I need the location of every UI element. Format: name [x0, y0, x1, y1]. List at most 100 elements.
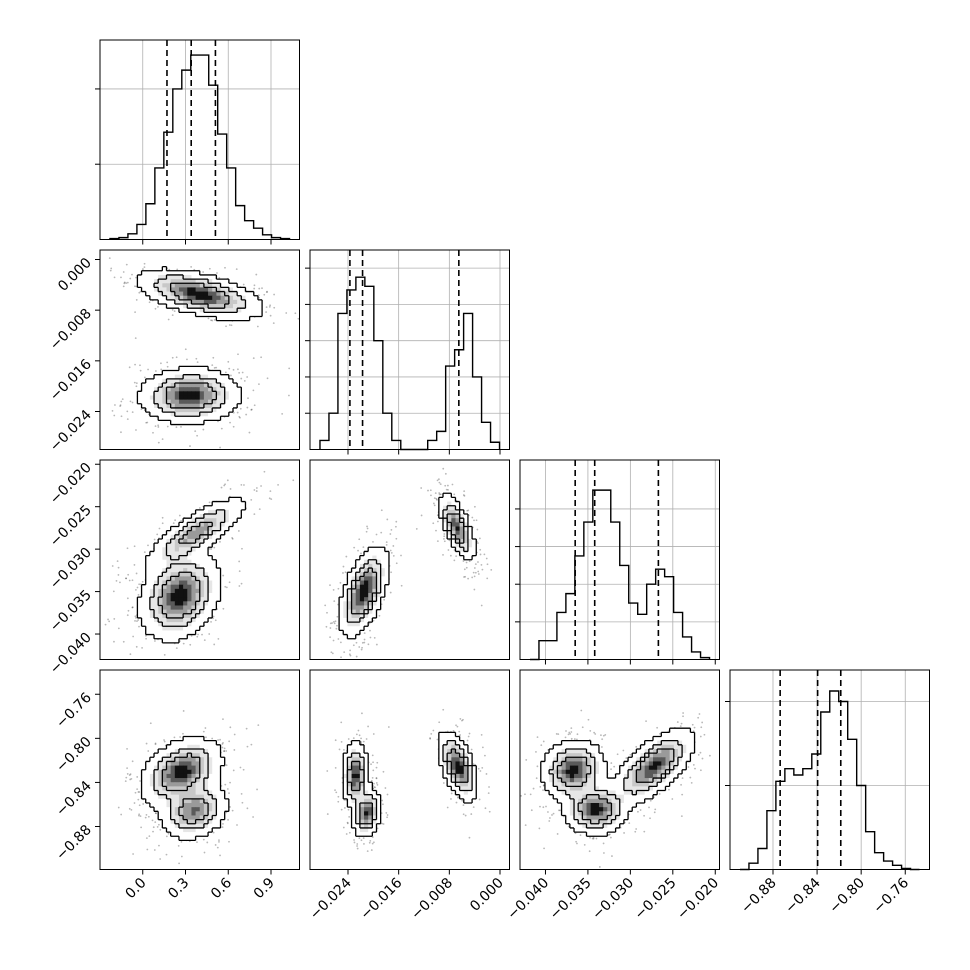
density-cell: [174, 622, 180, 627]
density-cell: [228, 509, 234, 515]
density-cell: [233, 395, 238, 401]
density-cell: [203, 559, 209, 565]
density-cell: [187, 836, 192, 841]
density-cell: [149, 555, 155, 561]
density-cell: [166, 794, 172, 800]
density-cell: [183, 811, 188, 816]
density-cell: [351, 815, 357, 821]
density-cell: [224, 798, 230, 804]
sample-point: [459, 734, 462, 736]
density-cell: [216, 308, 221, 313]
sample-point: [156, 533, 159, 536]
sample-point: [231, 537, 234, 540]
sample-point: [110, 267, 113, 270]
density-cell: [178, 782, 184, 787]
density-cell: [216, 518, 221, 523]
density-cell: [170, 815, 176, 821]
density-cell: [372, 823, 377, 829]
density-cell: [368, 576, 373, 581]
sample-point: [145, 637, 147, 640]
sample-point: [252, 389, 255, 392]
density-cell: [447, 505, 452, 511]
density-cell: [351, 580, 357, 586]
sample-point: [447, 488, 449, 491]
sample-point: [442, 782, 445, 784]
density-cell: [233, 391, 238, 396]
sample-point: [238, 415, 241, 418]
density-cell: [359, 559, 365, 565]
density-cell: [459, 509, 465, 515]
density-cell: [451, 736, 456, 742]
density-cell: [220, 287, 226, 292]
sample-point: [348, 831, 351, 834]
density-cell: [191, 794, 196, 800]
density-cell: [355, 753, 361, 758]
density-panel-3-1: [309, 669, 510, 870]
sample-point: [462, 560, 465, 562]
sample-point: [111, 409, 114, 412]
density-cell: [467, 790, 473, 796]
density-cell: [162, 588, 167, 594]
density-cell: [170, 748, 176, 754]
density-cell: [187, 786, 192, 791]
sample-point: [461, 719, 463, 722]
contour-line: [140, 735, 230, 842]
density-cell: [174, 827, 180, 833]
density-cell: [183, 617, 188, 623]
density-cell: [368, 807, 373, 812]
density-cell: [351, 584, 357, 590]
density-cell: [364, 769, 369, 775]
density-cell: [145, 794, 151, 800]
density-cell: [347, 576, 352, 581]
sample-point: [222, 718, 224, 721]
density-cell: [191, 412, 196, 417]
density-cell: [187, 551, 192, 556]
sample-point: [225, 750, 228, 752]
sample-point: [237, 368, 239, 371]
sample-point: [245, 727, 248, 730]
density-cell: [237, 312, 242, 317]
sample-point: [368, 841, 371, 844]
density-cell: [347, 778, 352, 783]
density-cell: [447, 493, 452, 498]
density-cell: [158, 753, 163, 758]
sample-point: [252, 357, 255, 360]
sample-point: [370, 779, 373, 782]
sample-point: [427, 489, 429, 492]
density-cell: [203, 823, 209, 829]
density-cell: [347, 584, 352, 590]
density-cell: [191, 622, 196, 627]
density-cell: [178, 832, 184, 837]
density-cell: [220, 794, 226, 800]
density-cell: [187, 274, 192, 280]
density-cell: [145, 765, 151, 771]
density-cell: [166, 295, 172, 301]
density-cell: [162, 748, 167, 754]
density-cell: [166, 601, 172, 606]
density-cell: [162, 622, 167, 627]
density-cell: [154, 403, 159, 409]
density-cell: [187, 374, 192, 380]
density-cell: [463, 798, 469, 804]
density-cell: [241, 295, 246, 301]
density-cell: [228, 391, 234, 396]
density-cell: [343, 769, 348, 775]
density-cell: [472, 765, 477, 771]
density-cell: [149, 563, 155, 569]
density-cell: [199, 374, 205, 380]
density-cell: [455, 753, 461, 758]
density-cell: [183, 823, 188, 829]
density-cell: [178, 526, 184, 532]
sample-point: [360, 648, 363, 651]
density-cell: [451, 526, 456, 532]
density-cell: [183, 391, 188, 396]
density-cell: [359, 622, 365, 627]
density-cell: [154, 399, 159, 405]
density-cell: [203, 395, 209, 401]
density-cell: [166, 626, 172, 631]
density-cell: [203, 811, 209, 816]
sample-point: [225, 764, 228, 767]
density-cell: [187, 287, 192, 292]
sample-point: [163, 660, 165, 662]
density-cell: [359, 613, 365, 619]
